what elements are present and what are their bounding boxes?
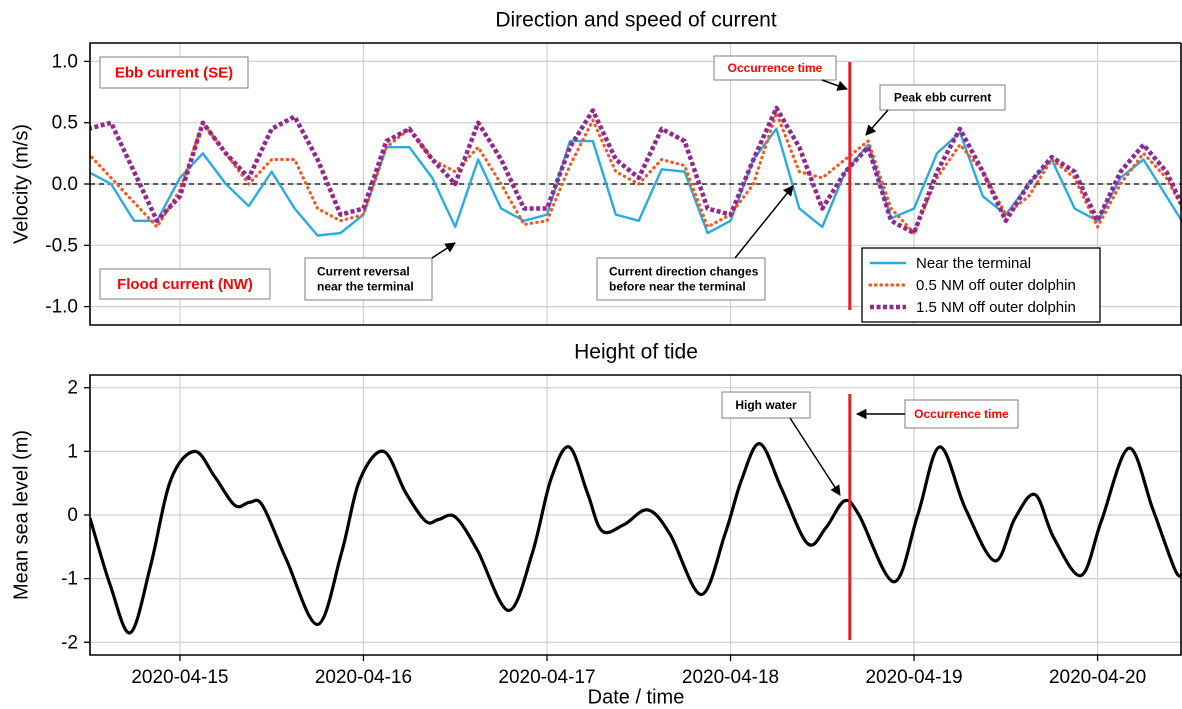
annotation-box xyxy=(721,391,811,419)
annotation-box xyxy=(879,84,1006,111)
annotation-text: Peak ebb current xyxy=(894,91,991,105)
chart-title: Height of tide xyxy=(574,341,698,364)
y-tick-label: -1.0 xyxy=(45,297,78,318)
annotation-text: Current direction changes xyxy=(609,265,759,279)
plot-area xyxy=(90,105,1182,237)
y-tick-label: -2 xyxy=(61,632,78,653)
annotation-box xyxy=(99,268,271,300)
y-tick-label: 0.0 xyxy=(52,174,78,195)
series-line xyxy=(90,111,1182,235)
annotation-arrow xyxy=(789,417,841,496)
annotation-box xyxy=(304,257,433,301)
annotation-arrow xyxy=(821,79,848,91)
x-axis-label: Date / time xyxy=(588,686,685,708)
y-tick-label: 1 xyxy=(67,441,78,462)
annotation-arrow xyxy=(734,185,794,259)
y-tick-label: 0.5 xyxy=(52,113,78,134)
axes-frame xyxy=(89,42,1182,326)
y-tick-label: 0 xyxy=(67,505,78,526)
annotation-text: High water xyxy=(735,398,797,412)
annotation-arrow xyxy=(865,109,889,136)
annotation-text: Flood current (NW) xyxy=(117,276,253,293)
x-tick-label: 2020-04-15 xyxy=(131,667,228,688)
axes-frame xyxy=(89,374,1182,656)
series-line xyxy=(90,105,1182,236)
annotation-text: Occurrence time xyxy=(914,407,1009,421)
x-tick-label: 2020-04-19 xyxy=(865,667,962,688)
y-tick-label: -1 xyxy=(61,569,78,590)
x-tick-label: 2020-04-17 xyxy=(498,667,595,688)
chart-title: Direction and speed of current xyxy=(495,9,776,32)
annotation-text: near the terminal xyxy=(317,280,414,294)
annotation-arrow xyxy=(431,242,456,259)
annotation-box xyxy=(904,399,1019,429)
annotation-text: Current reversal xyxy=(317,265,410,279)
annotation-box xyxy=(99,56,249,89)
annotation-box xyxy=(596,257,766,301)
x-tick-label: 2020-04-18 xyxy=(682,667,779,688)
y-tick-label: -0.5 xyxy=(45,235,78,256)
annotation-text: before near the terminal xyxy=(609,280,746,294)
series-line xyxy=(90,442,1182,635)
plot-area xyxy=(90,442,1182,635)
series-line xyxy=(90,127,1182,237)
annotation-text: Occurrence time xyxy=(728,61,823,75)
annotation-text: Ebb current (SE) xyxy=(115,64,233,81)
y-tick-label: 1.0 xyxy=(52,51,78,72)
y-axis-label: Velocity (m/s) xyxy=(10,124,32,244)
x-tick-label: 2020-04-16 xyxy=(315,667,412,688)
y-tick-label: 2 xyxy=(67,378,78,399)
y-axis-label: Mean sea level (m) xyxy=(10,430,32,600)
legend-label: 0.5 NM off outer dolphin xyxy=(916,277,1076,294)
x-tick-label: 2020-04-20 xyxy=(1049,667,1146,688)
legend-label: 1.5 NM off outer dolphin xyxy=(916,299,1076,316)
annotation-box xyxy=(713,55,837,81)
legend-label: Near the terminal xyxy=(916,255,1031,272)
